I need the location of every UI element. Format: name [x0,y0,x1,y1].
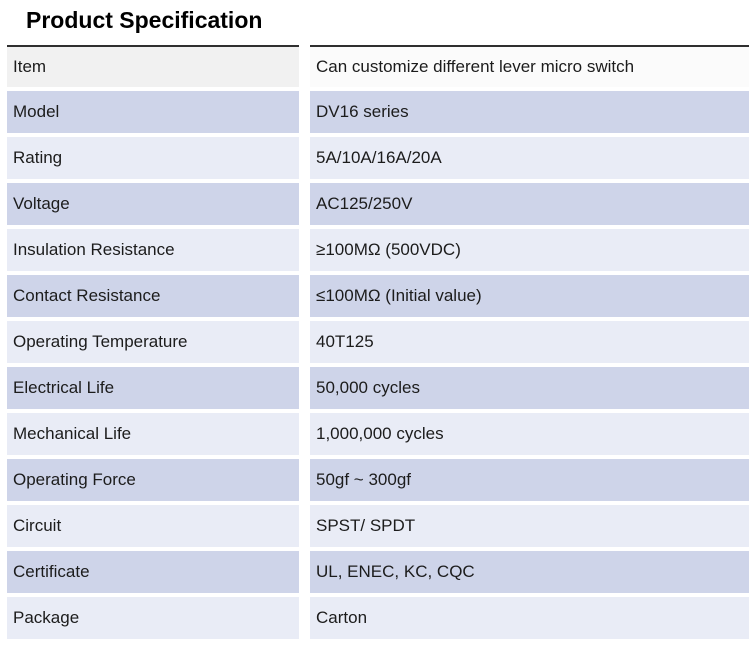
spec-value-cell: DV16 series [310,91,749,133]
spec-value-cell: 5A/10A/16A/20A [310,137,749,179]
spec-value-cell: SPST/ SPDT [310,505,749,547]
spec-label-cell: Rating [7,137,299,179]
spec-label-cell: Item [7,45,299,87]
spec-label-cell: Contact Resistance [7,275,299,317]
spec-value-cell: 1,000,000 cycles [310,413,749,455]
spec-value-cell: UL, ENEC, KC, CQC [310,551,749,593]
spec-value-cell: 50gf ~ 300gf [310,459,749,501]
spec-label-cell: Model [7,91,299,133]
spec-label-cell: Circuit [7,505,299,547]
spec-label-cell: Voltage [7,183,299,225]
spec-label-cell: Operating Temperature [7,321,299,363]
spec-value-cell: Carton [310,597,749,639]
product-spec-table: Item Can customize different lever micro… [0,45,754,639]
spec-value-cell: Can customize different lever micro swit… [310,45,749,87]
spec-label-cell: Insulation Resistance [7,229,299,271]
spec-value-cell: 40T125 [310,321,749,363]
spec-value-cell: AC125/250V [310,183,749,225]
spec-label-cell: Operating Force [7,459,299,501]
spec-label-cell: Mechanical Life [7,413,299,455]
spec-value-cell: ≥100MΩ (500VDC) [310,229,749,271]
spec-label-cell: Electrical Life [7,367,299,409]
page-title: Product Specification [26,7,263,33]
spec-value-cell: ≤100MΩ (Initial value) [310,275,749,317]
spec-label-cell: Package [7,597,299,639]
spec-value-cell: 50,000 cycles [310,367,749,409]
spec-label-cell: Certificate [7,551,299,593]
